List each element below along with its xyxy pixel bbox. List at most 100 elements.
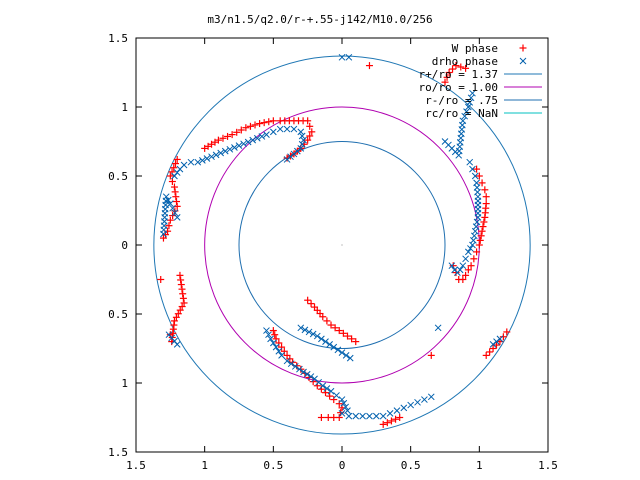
- data-point: [290, 125, 298, 133]
- data-point: [166, 172, 174, 180]
- data-point: [334, 346, 342, 354]
- x-tick-label: 0: [339, 459, 346, 472]
- data-point: [297, 128, 305, 136]
- data-point: [240, 140, 247, 148]
- data-point: [319, 382, 327, 390]
- data-point: [179, 290, 187, 298]
- y-tick-label: 1: [121, 101, 128, 114]
- data-point: [327, 387, 335, 395]
- data-point: [199, 157, 206, 164]
- data-point: [170, 183, 178, 191]
- data-point: [172, 313, 180, 321]
- data-point: [322, 338, 329, 345]
- data-point: [169, 204, 176, 212]
- data-point: [455, 276, 463, 283]
- data-point: [338, 396, 346, 403]
- data-point: [469, 241, 476, 249]
- data-point: [396, 414, 404, 421]
- data-point: [178, 303, 186, 311]
- data-point: [296, 365, 303, 373]
- data-point: [464, 248, 472, 256]
- chart-title: m3/n1.5/q2.0/r-+.55-j142/M10.0/256: [207, 13, 432, 26]
- data-point: [208, 153, 215, 161]
- data-point: [441, 78, 449, 86]
- data-point: [319, 313, 327, 321]
- data-point: [164, 196, 172, 204]
- data-point: [343, 332, 351, 340]
- data-point: [303, 370, 311, 378]
- data-point: [489, 345, 497, 352]
- data-point: [475, 241, 483, 249]
- data-point: [427, 393, 435, 401]
- x-tick-label: 1: [476, 459, 483, 472]
- data-point: [327, 321, 335, 329]
- data-point: [461, 112, 469, 120]
- x-tick-label: 1: [201, 459, 208, 472]
- data-point: [338, 349, 346, 356]
- data-point: [387, 417, 395, 425]
- data-point: [317, 414, 325, 421]
- data-point: [298, 140, 306, 148]
- data-point: [427, 351, 435, 359]
- data-point: [203, 155, 211, 162]
- data-point: [313, 332, 321, 340]
- data-point: [445, 69, 453, 76]
- data-point: [168, 178, 176, 186]
- data-point: [304, 136, 312, 144]
- data-point: [333, 392, 340, 399]
- data-point: [467, 262, 475, 270]
- data-point: [383, 419, 391, 427]
- data-point: [335, 400, 343, 408]
- data-point: [231, 144, 238, 151]
- data-point: [180, 161, 188, 169]
- data-point: [272, 343, 280, 351]
- data-point: [244, 138, 252, 146]
- data-point: [242, 124, 250, 132]
- data-point: [228, 131, 236, 139]
- data-point: [448, 262, 456, 270]
- data-point: [260, 119, 268, 127]
- data-point: [326, 341, 333, 348]
- legend-label: r-/ro = .75: [425, 94, 498, 107]
- data-point: [372, 412, 380, 420]
- y-tick-label: 0.5: [108, 308, 128, 321]
- data-point: [386, 410, 394, 417]
- data-point: [476, 236, 484, 244]
- data-point: [344, 407, 351, 414]
- data-point: [348, 335, 356, 343]
- data-point: [519, 57, 527, 65]
- data-point: [214, 136, 222, 144]
- data-point: [451, 266, 458, 274]
- x-tick-label: 0.5: [401, 459, 421, 472]
- y-tick-label: 0: [121, 239, 128, 252]
- data-point: [251, 121, 259, 129]
- data-point: [283, 156, 291, 163]
- data-point: [233, 128, 241, 136]
- data-point: [462, 64, 470, 72]
- data-point: [345, 412, 353, 420]
- data-point: [263, 131, 270, 138]
- legend-label: r+/ro = 1.37: [419, 68, 498, 81]
- data-point: [471, 172, 479, 180]
- data-point: [338, 53, 346, 61]
- data-point: [235, 142, 243, 149]
- data-point: [352, 338, 360, 346]
- data-point: [479, 223, 487, 231]
- data-point: [331, 324, 339, 332]
- data-point: [275, 347, 283, 355]
- data-point: [443, 73, 451, 81]
- y-tick-label: 1.5: [108, 446, 128, 459]
- data-point: [459, 117, 467, 125]
- data-point: [346, 354, 354, 362]
- data-point: [246, 122, 254, 130]
- data-point: [177, 276, 185, 284]
- data-point: [323, 317, 331, 325]
- data-point: [359, 412, 366, 420]
- data-point: [345, 53, 353, 61]
- data-point: [309, 330, 317, 338]
- data-point: [256, 120, 264, 128]
- data-point: [269, 339, 277, 347]
- data-point: [291, 363, 299, 370]
- data-point: [265, 118, 273, 126]
